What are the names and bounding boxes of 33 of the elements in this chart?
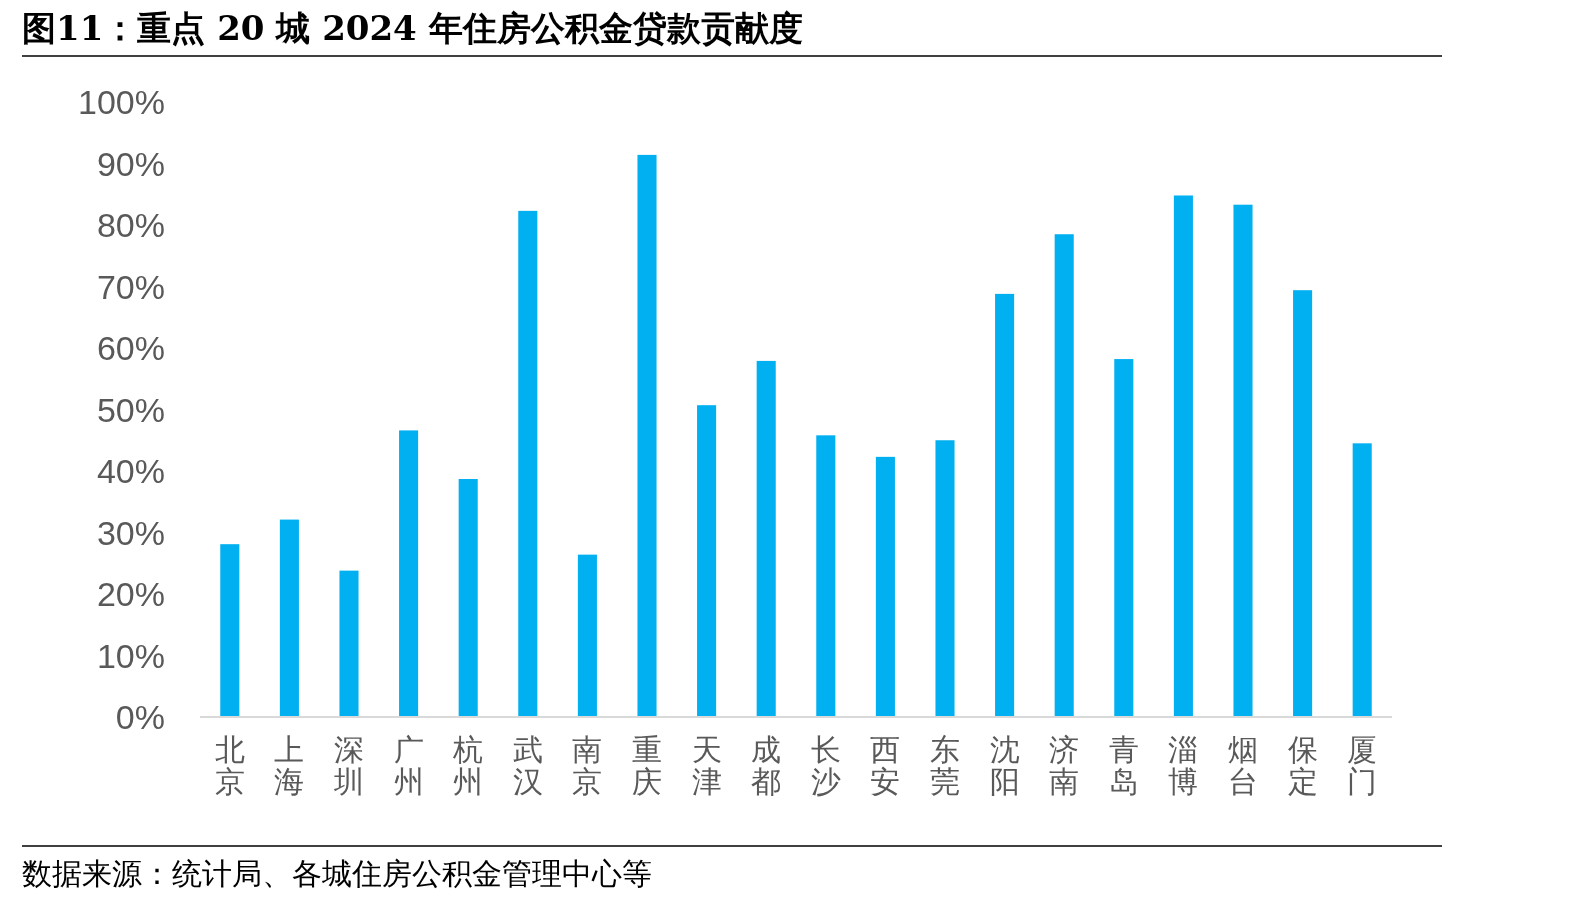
xtick: 长沙	[810, 732, 841, 799]
title: 图11：重点 20 城 2024 年住房公积金贷款贡献度	[22, 8, 803, 48]
xtick: 烟台	[1228, 732, 1258, 799]
xtick: 广州	[393, 732, 424, 799]
ytick: 50%	[96, 390, 165, 429]
xtick: 杭州	[453, 732, 484, 799]
xtick: 重庆	[632, 732, 662, 799]
xtick: 厦门	[1347, 732, 1378, 799]
xtick: 保定	[1287, 732, 1318, 799]
xtick: 武汉	[512, 732, 543, 799]
xtick: 西安	[870, 732, 901, 799]
ytick: 40%	[96, 452, 165, 490]
xtick: 济南	[1049, 732, 1080, 799]
ytick: 70%	[96, 267, 165, 306]
xtick: 青岛	[1108, 732, 1139, 799]
xtick: 上海	[274, 732, 305, 799]
xtick: 深圳	[334, 732, 364, 799]
xtick: 淄博	[1168, 732, 1199, 799]
ytick: 0%	[115, 698, 165, 736]
ytick: 90%	[96, 144, 165, 183]
xtick: 沈阳	[989, 732, 1020, 799]
xtick: 东莞	[930, 732, 960, 799]
ytick: 30%	[96, 513, 165, 552]
xtick: 北京	[214, 732, 245, 799]
xtick: 成都	[751, 732, 782, 799]
xtick: 天津	[691, 732, 722, 799]
ytick: 10%	[96, 636, 165, 675]
xtick: 南京	[572, 732, 603, 799]
ytick: 20%	[96, 575, 165, 613]
ytick: 100%	[78, 83, 165, 121]
ytick: 60%	[96, 329, 165, 367]
ytick: 80%	[96, 206, 165, 244]
annotation: 数据来源：统计局、各城住房公积金管理中心等	[22, 856, 652, 891]
